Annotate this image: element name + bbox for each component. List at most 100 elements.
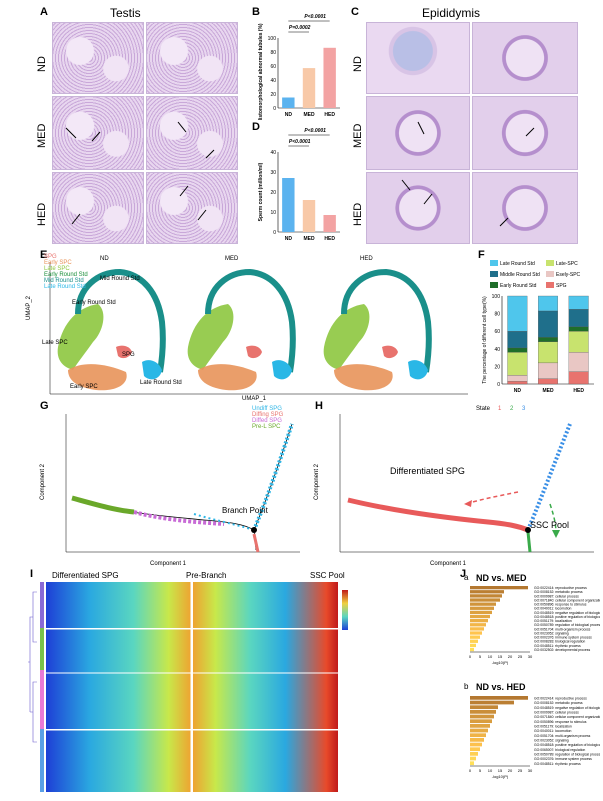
- go-bar: [470, 738, 484, 742]
- go-term-label: GO:0008283: biological regulation: [534, 640, 585, 644]
- go-term-label: GO:0050896: response to stimulus: [534, 603, 587, 607]
- y-tick-label: 20: [270, 92, 276, 98]
- x-tick-label: 0: [469, 768, 472, 773]
- x-tick-label: HED: [573, 388, 584, 394]
- testis-title: Testis: [110, 6, 141, 20]
- epi-med-low: [366, 96, 470, 170]
- go-b-sub: b: [464, 682, 469, 691]
- heatmap-grid: [46, 582, 338, 792]
- y-tick-label: 30: [270, 170, 276, 176]
- go-bar: [470, 610, 492, 615]
- panel-label-h: H: [315, 400, 323, 412]
- go-term-label: GO:0048511: rhythmic process: [534, 644, 581, 648]
- go-bar: [470, 742, 482, 747]
- heatmap-header-pre-branch: Pre-Branch: [186, 571, 227, 580]
- stacked-segment: [538, 378, 558, 385]
- go-term-label: GO:0048519: negative regulation of biolo…: [534, 611, 600, 615]
- stacked-segment: [538, 310, 558, 338]
- stacked-segment: [507, 375, 528, 382]
- go-bar: [470, 733, 486, 738]
- trajectory-g-xlabel: Component 1: [150, 561, 187, 567]
- umap-legend: SPG Early SPC Late SPC Early Round Std M…: [44, 254, 88, 290]
- x-tick-label: ND: [285, 112, 293, 118]
- bar: [282, 178, 295, 232]
- panel-label-i: I: [30, 568, 34, 580]
- stacked-segment: [568, 326, 589, 332]
- legend-diffed-spg: Diffed SPG: [252, 418, 282, 424]
- go-term-label: GO:0009987: cellular process: [534, 594, 579, 598]
- branch-point-label: Branch Point: [222, 506, 268, 515]
- testis-hed-low: [52, 172, 144, 244]
- x-tick-label: 25: [518, 768, 523, 773]
- go-bar: [470, 724, 490, 728]
- differentiated-spg-label: Differentiated SPG: [390, 466, 465, 476]
- trajectory-g: [65, 414, 300, 553]
- y-tick-label: 100: [268, 36, 277, 42]
- panel-label-f: F: [478, 249, 485, 261]
- state-legend-3: 3: [522, 406, 526, 412]
- go-chart-b: GO:0022414: reproductive processGO:00081…: [469, 696, 600, 779]
- umap-legend-early-round: Early Round Std: [44, 272, 88, 278]
- go-term-label: GO:0002376: immune system process: [534, 757, 592, 761]
- y-tick-label: 80: [494, 312, 500, 318]
- arrow: [423, 193, 433, 205]
- arrow: [499, 217, 509, 227]
- stacked-segment: [507, 381, 528, 385]
- go-term-label: GO:0048519: negative regulation of biolo…: [534, 706, 600, 710]
- legend-swatch: [490, 260, 498, 266]
- panel-label-c: C: [351, 6, 359, 18]
- testis-nd-high: [146, 22, 238, 94]
- bar: [302, 200, 316, 232]
- p-value-annotation: P<0.0001: [304, 128, 326, 134]
- go-bar: [470, 635, 480, 639]
- go-term-label: GO:0071840: cellular component organizat…: [534, 598, 600, 602]
- state-legend-2: 2: [510, 406, 514, 412]
- go-bar: [470, 614, 490, 619]
- go-bar: [470, 719, 492, 724]
- arrow: [417, 121, 425, 135]
- x-tick-label: 10: [488, 768, 493, 773]
- x-tick-label: 30: [528, 768, 533, 773]
- y-tick-label: 20: [270, 190, 276, 196]
- legend-label: Esely-SPC: [556, 272, 581, 278]
- y-tick-label: 40: [270, 78, 276, 84]
- umap-legend-spg: SPG: [44, 254, 57, 260]
- y-tick-label: 20: [494, 364, 500, 370]
- y-tick-label: 60: [494, 329, 500, 335]
- umap-panel: [49, 262, 468, 395]
- x-tick-label: 15: [498, 768, 503, 773]
- go-bar: [470, 700, 514, 705]
- bar: [282, 97, 295, 108]
- umap-xlabel: UMAP_1: [242, 396, 267, 402]
- go-a-title: ND vs. MED: [476, 573, 527, 583]
- x-tick-label: 30: [528, 654, 533, 659]
- stacked-segment: [538, 295, 558, 312]
- testis-med-high: [146, 96, 238, 170]
- go-term-label: GO:0040011: locomotion: [534, 607, 572, 611]
- go-term-label: GO:0048511: rhythmic process: [534, 762, 581, 766]
- go-bar: [470, 598, 500, 602]
- legend-swatch: [546, 260, 554, 266]
- y-tick-label: 0: [273, 230, 276, 236]
- chart-d-sperm-count: 0 10 20 30 40 ND MED HED P<0.0001 P<0.0001 Sperm c…: [258, 128, 340, 242]
- panel-label-d: D: [252, 121, 260, 133]
- go-bar: [470, 728, 488, 733]
- arrow: [91, 131, 101, 142]
- y-tick-label: 100: [492, 294, 501, 300]
- go-term-label: GO:0023052: signaling: [534, 631, 569, 635]
- go-b-title: ND vs. HED: [476, 682, 526, 692]
- p-value-annotation: P<0.0001: [289, 139, 311, 145]
- go-term-label: GO:0032502: developmental process: [534, 648, 590, 652]
- go-bar: [470, 714, 494, 719]
- ssc-pool-label: SSC Pool: [530, 520, 570, 530]
- go-term-label: GO:0008152: metabolic process: [534, 701, 583, 705]
- go-term-label: GO:0051704: multi-organism process: [534, 734, 591, 738]
- go-chart-a: GO:0022414: reproductive processGO:00081…: [469, 586, 600, 665]
- chart-b-abnormal-tubules: 0 20 40 60 80 100 ND MED HED P<0.0001 P=0.0002 Hist…: [258, 14, 340, 120]
- go-bar: [470, 705, 498, 710]
- go-term-label: GO:0022414: reproductive process: [534, 586, 587, 590]
- y-axis-label: Histomorphological abnormal tubules (%): [258, 23, 264, 120]
- stacked-segment: [507, 331, 528, 349]
- legend-undiff-spg: Undiff SPG: [252, 406, 282, 412]
- go-bar: [470, 752, 478, 756]
